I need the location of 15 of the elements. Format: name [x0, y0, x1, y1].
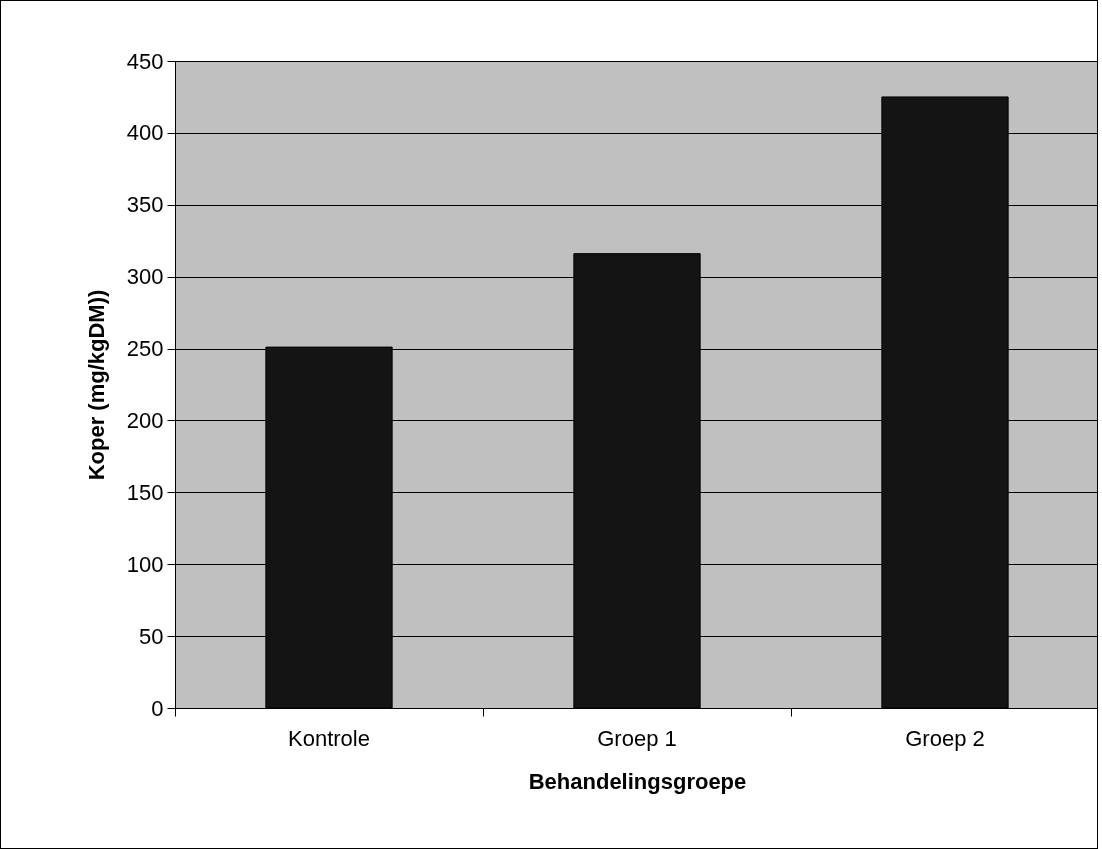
y-axis-title: Koper (mg/kgDM)): [83, 289, 109, 481]
y-tick-label: 350: [126, 192, 164, 218]
y-tick-label: 300: [126, 264, 164, 290]
x-tick-label: Kontrole: [288, 725, 370, 751]
x-axis-title: Behandelingsgroepe: [528, 768, 747, 794]
y-tick-label: 400: [126, 120, 164, 146]
y-tick-label: 450: [126, 48, 164, 74]
y-tick-label: 50: [139, 623, 164, 649]
x-tick-label: Groep 2: [905, 725, 985, 751]
y-tick-label: 150: [126, 479, 164, 505]
y-tick-label: 0: [151, 695, 164, 721]
x-tick-label: Groep 1: [597, 725, 677, 751]
y-tick-label: 100: [126, 551, 164, 577]
y-tick-label: 250: [126, 336, 164, 362]
y-tick-label: 200: [126, 407, 164, 433]
